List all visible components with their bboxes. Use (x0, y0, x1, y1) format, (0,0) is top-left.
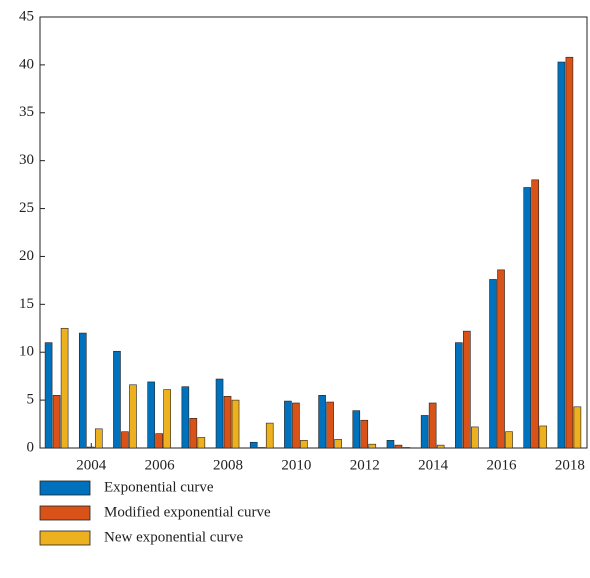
bar (182, 387, 189, 448)
bar (353, 411, 360, 448)
bar (471, 427, 478, 448)
bar (532, 180, 539, 448)
bar (164, 390, 171, 448)
bar (156, 434, 163, 448)
bar (79, 333, 86, 448)
bar (266, 423, 273, 448)
bar (387, 440, 394, 448)
bar (121, 432, 128, 448)
bar (540, 426, 547, 448)
y-tick-label: 10 (19, 344, 34, 360)
bar (292, 403, 299, 448)
bar (437, 445, 444, 448)
bar (361, 420, 368, 448)
bar (558, 62, 565, 448)
y-tick-label: 25 (19, 200, 34, 216)
bar (113, 351, 120, 448)
bar (421, 415, 428, 448)
bar (198, 437, 205, 448)
plot-frame (40, 17, 587, 448)
y-tick-label: 0 (27, 439, 35, 455)
bar (463, 331, 470, 448)
y-tick-label: 15 (19, 296, 34, 312)
y-tick-label: 45 (19, 8, 34, 24)
bar (335, 439, 342, 448)
x-tick-label: 2018 (555, 457, 585, 473)
x-tick-label: 2014 (418, 457, 449, 473)
x-tick-label: 2004 (76, 457, 107, 473)
bar (284, 401, 291, 448)
bar (250, 442, 257, 448)
bar (95, 429, 102, 448)
bar (498, 270, 505, 448)
bar (574, 407, 581, 448)
bar (490, 279, 497, 448)
legend-label: New exponential curve (104, 529, 243, 545)
bar (61, 328, 68, 448)
legend-swatch (40, 481, 90, 495)
bar (506, 432, 513, 448)
bar (87, 447, 94, 448)
bar (232, 400, 239, 448)
y-tick-label: 40 (19, 56, 34, 72)
y-tick-label: 35 (19, 104, 34, 120)
bar (566, 57, 573, 448)
x-tick-label: 2016 (487, 457, 518, 473)
bar (369, 444, 376, 448)
bar (327, 402, 334, 448)
legend-swatch (40, 531, 90, 545)
bar (395, 445, 402, 448)
bar (45, 343, 52, 448)
legend-swatch (40, 506, 90, 520)
legend-label: Exponential curve (104, 479, 214, 495)
bar (524, 187, 531, 448)
bar (190, 418, 197, 448)
bar (216, 379, 223, 448)
y-tick-label: 20 (19, 248, 34, 264)
x-tick-label: 2008 (213, 457, 243, 473)
y-tick-label: 5 (27, 392, 35, 408)
bar (129, 385, 136, 448)
bar (429, 403, 436, 448)
y-tick-label: 30 (19, 152, 34, 168)
bar (148, 382, 155, 448)
bar (224, 396, 231, 448)
bar (455, 343, 462, 448)
bar (53, 395, 60, 448)
x-tick-label: 2010 (281, 457, 311, 473)
bar (300, 440, 307, 448)
legend-label: Modified exponential curve (104, 504, 271, 520)
bar (319, 395, 326, 448)
x-tick-label: 2012 (350, 457, 380, 473)
x-tick-label: 2006 (145, 457, 176, 473)
